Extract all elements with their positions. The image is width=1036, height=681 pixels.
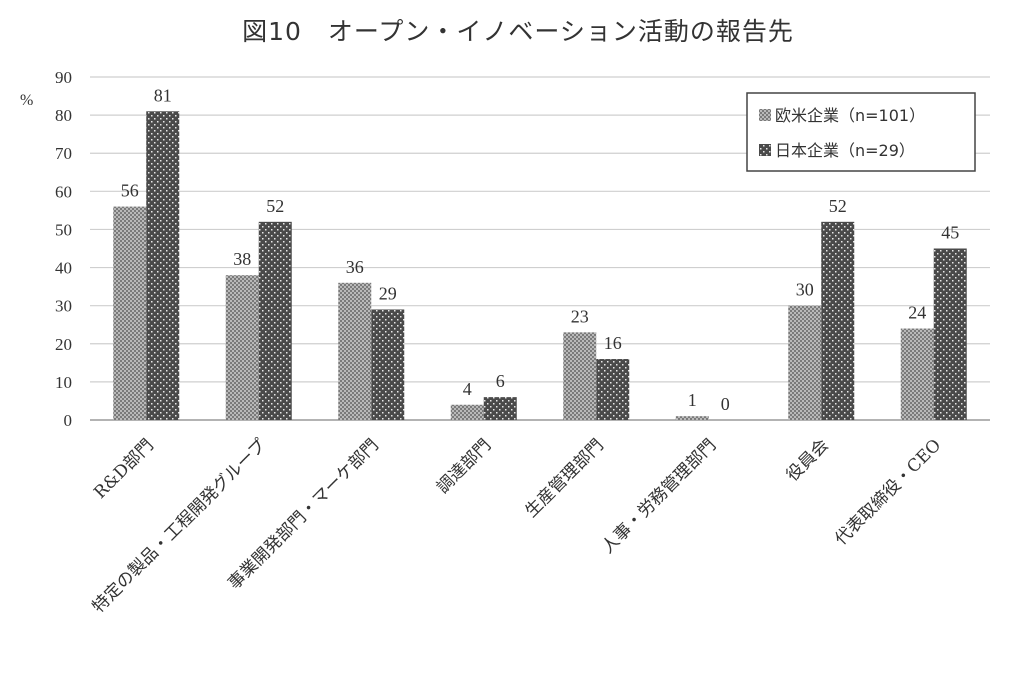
bar-japan xyxy=(258,221,292,420)
bar-western xyxy=(563,332,597,420)
y-axis-label: % xyxy=(20,92,33,109)
bar-western xyxy=(788,305,822,420)
data-label: 4 xyxy=(463,379,472,399)
data-label: 23 xyxy=(571,306,589,326)
y-tick-label: 80 xyxy=(55,106,72,125)
data-label: 45 xyxy=(941,223,959,243)
bar-western xyxy=(675,416,709,420)
bar-japan xyxy=(483,397,517,420)
y-tick-label: 40 xyxy=(55,259,72,278)
bar-western xyxy=(225,275,259,420)
y-tick-label: 0 xyxy=(64,411,73,430)
data-label: 38 xyxy=(233,249,251,269)
data-label: 0 xyxy=(721,394,730,414)
x-tick-label: 代表取締役・CEO xyxy=(831,435,945,549)
bar-western xyxy=(113,206,147,420)
bar-japan xyxy=(596,359,630,420)
bar-japan xyxy=(146,111,180,421)
data-label: 56 xyxy=(121,181,139,201)
y-tick-label: 20 xyxy=(55,335,72,354)
legend-label: 日本企業（n=29） xyxy=(775,141,915,160)
data-label: 1 xyxy=(688,390,697,410)
data-label: 16 xyxy=(604,333,622,353)
bar-western xyxy=(900,328,934,420)
y-tick-label: 50 xyxy=(55,220,72,239)
legend-box xyxy=(746,92,976,172)
bar-western xyxy=(338,282,372,420)
x-tick-label: 生産管理部門 xyxy=(522,435,608,521)
y-tick-label: 90 xyxy=(55,68,72,87)
chart-title: 図10 オープン・イノベーション活動の報告先 xyxy=(242,17,794,46)
legend-swatch-japan xyxy=(759,144,771,156)
legend-swatch-western xyxy=(759,109,771,121)
bar-western xyxy=(450,404,484,420)
bar-japan xyxy=(371,309,405,420)
data-label: 6 xyxy=(496,371,505,391)
data-label: 30 xyxy=(796,280,814,300)
y-tick-label: 10 xyxy=(55,373,72,392)
x-tick-label: 役員会 xyxy=(783,435,833,485)
y-tick-label: 30 xyxy=(55,297,72,316)
x-tick-label: 人事・労務管理部門 xyxy=(598,435,720,557)
data-label: 52 xyxy=(266,196,284,216)
data-label: 81 xyxy=(154,85,172,105)
bar-japan xyxy=(821,221,855,420)
data-label: 52 xyxy=(829,196,847,216)
y-tick-label: 70 xyxy=(55,144,72,163)
x-tick-label: 調達部門 xyxy=(433,435,495,497)
data-label: 29 xyxy=(379,283,397,303)
legend-label: 欧米企業（n=101） xyxy=(775,106,925,125)
y-tick-label: 60 xyxy=(55,182,72,201)
data-label: 36 xyxy=(346,257,364,277)
bar-japan xyxy=(933,248,967,420)
x-tick-label: R&D部門 xyxy=(90,435,158,503)
data-label: 24 xyxy=(908,303,926,323)
